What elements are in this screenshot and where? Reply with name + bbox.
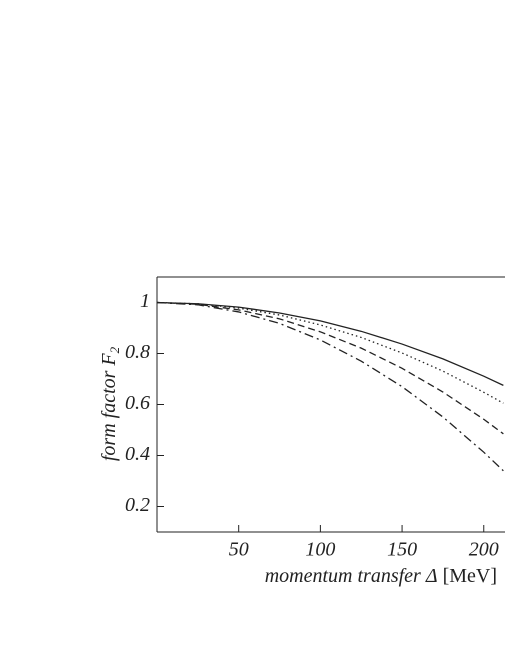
x-axis-unit: [MeV] [443, 565, 497, 587]
x-tick-label: 50 [229, 539, 249, 561]
x-tick-label: 200 [469, 539, 499, 561]
series-line [156, 301, 504, 472]
y-axis-subscript: 2 [107, 346, 122, 353]
series-line [156, 301, 504, 404]
y-tick-label: 1 [140, 290, 150, 312]
x-tick-label: 100 [305, 539, 335, 561]
y-axis-title: form factor F [98, 353, 120, 462]
x-axis-title: momentum transfer Δ [265, 565, 438, 587]
x-tick-label: 150 [387, 539, 417, 561]
series-line [156, 301, 504, 386]
y-tick-label: 0.6 [125, 392, 150, 414]
y-tick-label: 0.4 [125, 443, 150, 465]
y-axis-label: form factor F2 [98, 346, 122, 461]
y-tick-label: 0.2 [125, 494, 150, 516]
y-tick-label: 0.8 [125, 341, 150, 363]
series-line [156, 301, 504, 435]
x-axis-label: momentum transfer Δ [MeV] [265, 565, 497, 587]
